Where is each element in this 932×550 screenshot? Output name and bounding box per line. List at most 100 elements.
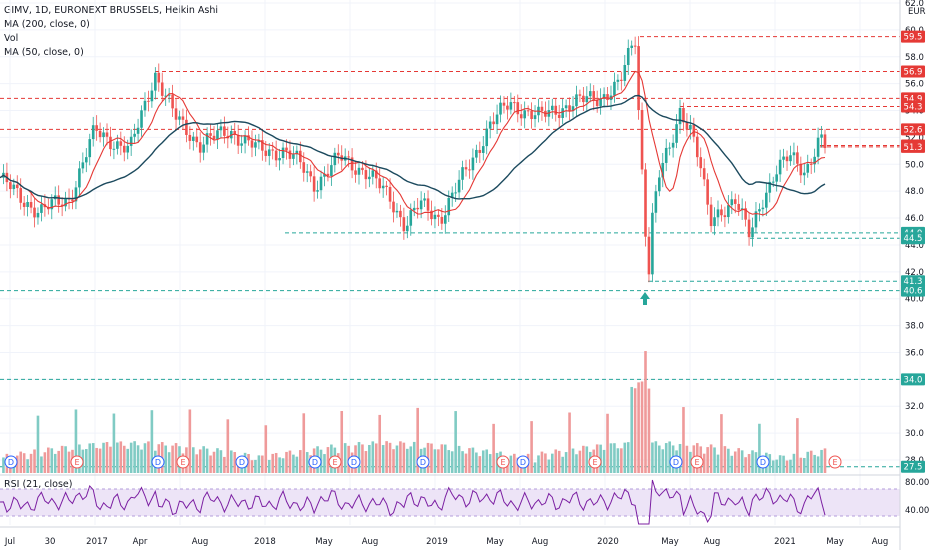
event-marker[interactable]: E bbox=[828, 455, 842, 469]
event-circle bbox=[828, 455, 842, 469]
volume-bar bbox=[626, 442, 630, 473]
volume-bar bbox=[720, 414, 723, 473]
volume-bar bbox=[281, 458, 285, 473]
volume-bar bbox=[533, 462, 537, 473]
symbol-title[interactable]: GIMV, 1D, EURONEXT BRUSSELS, Heikin Ashi bbox=[4, 5, 219, 16]
volume-bar bbox=[481, 450, 485, 473]
event-circle bbox=[151, 455, 165, 469]
candle-body bbox=[64, 198, 67, 207]
candle-body bbox=[409, 210, 413, 226]
candle-body bbox=[40, 204, 43, 213]
candle-body bbox=[381, 185, 385, 189]
candle-body bbox=[278, 157, 281, 161]
indicator-ma50[interactable]: MA (50, close, 0) bbox=[4, 47, 84, 58]
event-letter: D bbox=[155, 458, 161, 467]
candle-body bbox=[733, 199, 737, 204]
candle-body bbox=[119, 141, 123, 146]
price-level-box bbox=[901, 30, 925, 43]
volume-bar bbox=[102, 442, 105, 473]
candle-body bbox=[744, 208, 747, 220]
event-marker[interactable]: E bbox=[70, 455, 84, 469]
candle-body bbox=[254, 142, 257, 148]
volume-bar bbox=[288, 450, 292, 473]
event-marker[interactable]: D bbox=[416, 455, 430, 469]
event-marker[interactable]: E bbox=[588, 455, 602, 469]
price-level-text: 51.3 bbox=[904, 143, 923, 153]
candle-body bbox=[488, 121, 492, 129]
candle-body bbox=[723, 215, 727, 218]
price-level-label: 34.0 bbox=[901, 373, 925, 386]
candle-body bbox=[240, 143, 243, 146]
candle-body bbox=[333, 152, 337, 166]
event-marker[interactable]: D bbox=[308, 455, 322, 469]
event-marker[interactable]: D bbox=[4, 455, 18, 469]
volume-bar bbox=[488, 454, 492, 473]
indicator-ma200[interactable]: MA (200, close, 0) bbox=[4, 19, 90, 30]
volume-bar bbox=[195, 454, 199, 473]
candle-body bbox=[789, 155, 792, 162]
candle-body bbox=[281, 147, 285, 158]
volume-bar bbox=[640, 381, 644, 473]
candle-body bbox=[29, 202, 33, 208]
candle-body bbox=[354, 170, 357, 175]
event-marker[interactable]: E bbox=[176, 455, 190, 469]
volume-bar bbox=[126, 448, 130, 473]
candle-body bbox=[478, 149, 482, 153]
candle-body bbox=[274, 150, 278, 161]
event-marker[interactable]: D bbox=[235, 455, 249, 469]
candle-body bbox=[143, 100, 147, 111]
event-marker[interactable]: D bbox=[151, 455, 165, 469]
candle-body bbox=[592, 91, 596, 101]
event-marker[interactable]: E bbox=[328, 455, 342, 469]
candle-body bbox=[620, 79, 623, 81]
volume-bar bbox=[47, 447, 50, 473]
volume-bar bbox=[74, 409, 78, 473]
candle-body bbox=[147, 100, 150, 102]
volume-bar bbox=[468, 448, 471, 473]
price-level-label: 41.3 bbox=[901, 275, 925, 288]
candle-body bbox=[136, 127, 140, 134]
volume-bar bbox=[620, 448, 623, 473]
event-marker[interactable]: E bbox=[496, 455, 510, 469]
volume-bar bbox=[785, 460, 789, 473]
rsi-tick-label: 40.00 bbox=[905, 506, 929, 516]
candle-body bbox=[326, 173, 330, 176]
volume-bar bbox=[98, 448, 102, 473]
volume-bar bbox=[799, 457, 803, 473]
volume-bar bbox=[740, 450, 744, 473]
candle-body bbox=[109, 136, 112, 150]
event-marker[interactable]: D bbox=[756, 455, 770, 469]
rsi-legend[interactable]: RSI (21, close) bbox=[4, 479, 73, 490]
indicator-volume[interactable]: Vol bbox=[4, 33, 19, 44]
up-arrow-icon bbox=[640, 292, 650, 305]
event-marker[interactable]: E bbox=[690, 455, 704, 469]
candle-body bbox=[457, 179, 461, 193]
price-tick-label: 32.0 bbox=[905, 402, 924, 412]
volume-bar bbox=[461, 451, 464, 473]
event-marker[interactable]: D bbox=[669, 455, 683, 469]
volume-bar bbox=[254, 459, 257, 473]
candle-body bbox=[754, 211, 758, 228]
candle-body bbox=[727, 205, 730, 218]
time-tick-label: 30 bbox=[45, 537, 56, 547]
candle-body bbox=[678, 107, 682, 125]
event-marker[interactable]: D bbox=[347, 455, 361, 469]
event-marker[interactable]: D bbox=[516, 455, 530, 469]
volume-bar bbox=[340, 411, 344, 473]
volume-bar bbox=[637, 382, 640, 473]
volume-bar bbox=[129, 442, 133, 473]
candle-body bbox=[450, 192, 454, 199]
candle-body bbox=[205, 133, 209, 145]
event-circle bbox=[496, 455, 510, 469]
chart-legend: GIMV, 1D, EURONEXT BRUSSELS, Heikin Ashi… bbox=[4, 4, 218, 60]
time-tick-label: May bbox=[661, 537, 679, 547]
candle-body bbox=[9, 182, 12, 190]
volume-bar bbox=[33, 449, 36, 473]
event-letter: D bbox=[239, 458, 245, 467]
candle-body bbox=[616, 79, 620, 82]
volume-bar bbox=[658, 445, 661, 473]
candle-body bbox=[212, 135, 216, 140]
candle-body bbox=[751, 227, 754, 238]
candle-body bbox=[188, 134, 192, 141]
